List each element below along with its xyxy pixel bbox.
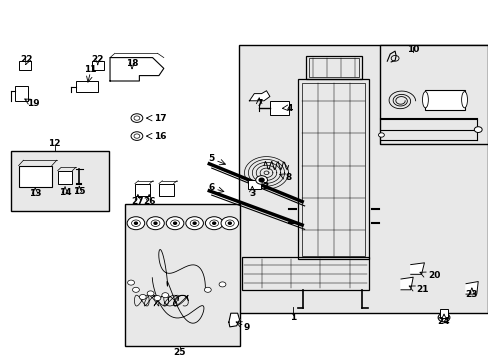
Circle shape xyxy=(127,280,134,285)
Polygon shape xyxy=(400,277,412,290)
Circle shape xyxy=(146,217,164,230)
Bar xyxy=(11,151,108,211)
Text: 3: 3 xyxy=(249,189,255,198)
Text: 22: 22 xyxy=(91,55,104,64)
Text: 10: 10 xyxy=(406,45,419,54)
Circle shape xyxy=(162,293,168,298)
Text: 1: 1 xyxy=(290,313,296,322)
Bar xyxy=(305,56,361,79)
Text: 2: 2 xyxy=(262,182,268,191)
Circle shape xyxy=(259,178,264,182)
Circle shape xyxy=(154,222,157,224)
Circle shape xyxy=(185,217,203,230)
Circle shape xyxy=(127,217,144,230)
Bar xyxy=(159,184,173,196)
Circle shape xyxy=(473,127,481,132)
Text: 13: 13 xyxy=(29,189,41,198)
Text: 5: 5 xyxy=(208,154,214,163)
Bar xyxy=(92,61,104,70)
Text: 21: 21 xyxy=(416,284,428,294)
Text: 4: 4 xyxy=(285,104,292,112)
Bar xyxy=(380,45,487,144)
Circle shape xyxy=(134,222,137,224)
Circle shape xyxy=(204,287,211,292)
Text: 17: 17 xyxy=(154,113,166,122)
Bar xyxy=(19,61,31,70)
Circle shape xyxy=(131,114,142,122)
Ellipse shape xyxy=(461,91,467,108)
Bar xyxy=(76,81,98,92)
Circle shape xyxy=(139,294,146,300)
Bar xyxy=(238,45,487,313)
Bar xyxy=(308,58,358,77)
Text: 26: 26 xyxy=(142,197,155,206)
Text: 18: 18 xyxy=(125,58,138,68)
Circle shape xyxy=(205,217,223,230)
Polygon shape xyxy=(110,58,163,81)
Polygon shape xyxy=(249,91,269,101)
Circle shape xyxy=(437,313,449,322)
Bar xyxy=(439,309,447,318)
Circle shape xyxy=(255,176,267,184)
Text: 16: 16 xyxy=(154,132,166,140)
Text: 15: 15 xyxy=(73,187,85,197)
Text: 20: 20 xyxy=(427,271,439,280)
Circle shape xyxy=(147,291,154,296)
Text: 11: 11 xyxy=(84,65,97,74)
Bar xyxy=(425,90,464,110)
Text: 7: 7 xyxy=(255,99,262,108)
Text: 12: 12 xyxy=(48,139,61,148)
Text: 8: 8 xyxy=(285,173,291,181)
Bar xyxy=(302,83,365,256)
Circle shape xyxy=(378,133,384,137)
Bar xyxy=(58,171,72,184)
Bar xyxy=(124,204,239,346)
Circle shape xyxy=(154,296,161,301)
Polygon shape xyxy=(410,263,424,274)
Bar xyxy=(15,86,28,101)
Text: 22: 22 xyxy=(20,55,33,64)
Bar xyxy=(242,257,368,290)
Circle shape xyxy=(131,132,142,140)
Text: 23: 23 xyxy=(465,289,477,299)
Circle shape xyxy=(193,222,196,224)
Polygon shape xyxy=(465,282,477,294)
Circle shape xyxy=(173,222,176,224)
Bar xyxy=(248,180,260,189)
Bar xyxy=(298,79,368,259)
Text: 24: 24 xyxy=(437,317,449,325)
Text: 14: 14 xyxy=(59,188,71,197)
Circle shape xyxy=(166,217,183,230)
Circle shape xyxy=(132,287,139,292)
Bar xyxy=(269,101,289,115)
Bar xyxy=(19,166,52,187)
Circle shape xyxy=(221,217,238,230)
Polygon shape xyxy=(228,313,239,327)
Text: 27: 27 xyxy=(131,197,144,206)
Circle shape xyxy=(228,222,231,224)
Circle shape xyxy=(219,282,225,287)
Ellipse shape xyxy=(422,91,427,108)
Bar xyxy=(135,184,149,196)
Text: 25: 25 xyxy=(173,348,186,356)
Text: 19: 19 xyxy=(27,99,40,108)
Text: 6: 6 xyxy=(208,184,214,192)
Text: 9: 9 xyxy=(243,323,250,332)
Circle shape xyxy=(212,222,215,224)
